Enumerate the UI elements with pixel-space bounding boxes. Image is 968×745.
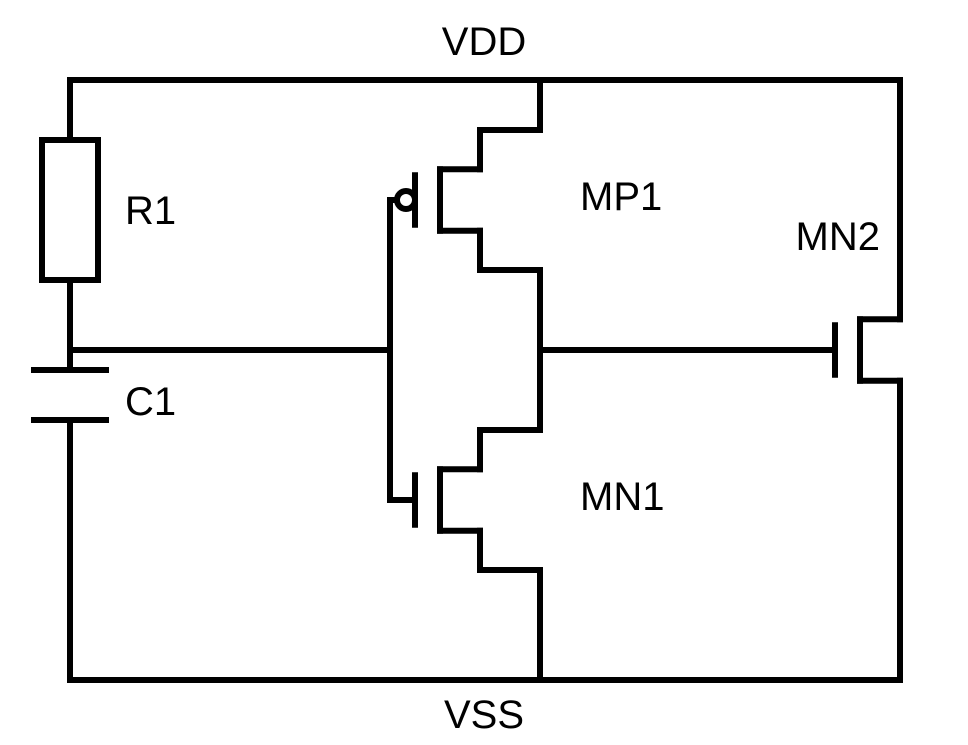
circuit-schematic: VDD VSS R1 C1 MP1 MN1 MN2 bbox=[0, 0, 968, 745]
r1-label: R1 bbox=[125, 189, 176, 233]
mp1-label: MP1 bbox=[580, 175, 662, 219]
mn2-label: MN2 bbox=[796, 215, 880, 259]
mn1-label: MN1 bbox=[580, 475, 664, 519]
c1-label: C1 bbox=[125, 380, 176, 424]
vss-label: VSS bbox=[444, 693, 524, 737]
vdd-label: VDD bbox=[442, 20, 526, 64]
